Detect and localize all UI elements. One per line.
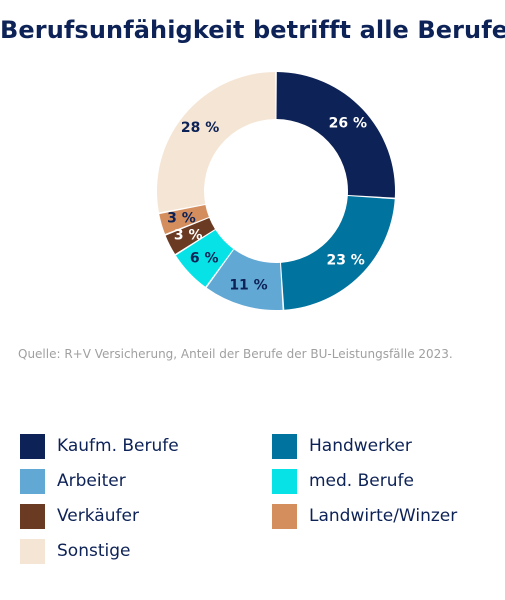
legend-label: Landwirte/Winzer [309,506,458,526]
legend-label: med. Berufe [309,471,414,491]
donut-slice-sonstige [157,72,276,213]
donut-slice-verk-ufer [165,217,215,255]
donut-chart: 26 % 23 % 11 % 6 % 3 % 3 % 28 % [0,60,505,330]
source-note: Quelle: R+V Versicherung, Anteil der Ber… [18,347,453,361]
legend-item-verk-ufer: Verkäufer [20,503,139,529]
donut-chart-svg: 26 % 23 % 11 % 6 % 3 % 3 % 28 % [157,72,396,310]
legend-swatch [20,503,45,529]
donut-slice-med-berufe [175,230,234,287]
legend-label: Kaufm. Berufe [57,436,179,456]
legend-label: Arbeiter [57,471,126,491]
legend-label: Verkäufer [57,506,139,526]
legend-swatch [20,433,45,459]
donut-slice-kaufm-berufe [276,72,396,198]
legend-item-arbeiter: Arbeiter [20,468,126,494]
legend-item-kaufm-berufe: Kaufm. Berufe [20,433,179,459]
legend-swatch [20,538,45,564]
legend-label: Handwerker [309,436,412,456]
donut-slice-handwerker [281,196,395,310]
legend-item-handwerker: Handwerker [272,433,412,459]
legend-item-med-berufe: med. Berufe [272,468,414,494]
slice-label-landwirte-winzer: 3 % [167,210,196,226]
donut-slice-arbeiter [206,249,283,310]
legend-swatch [272,468,297,494]
slice-label-sonstige: 28 % [181,120,219,136]
slice-label-handwerker: 23 % [326,253,364,269]
legend-item-landwirte-winzer: Landwirte/Winzer [272,503,457,529]
legend-swatch [20,468,45,494]
slice-label-arbeiter: 11 % [229,278,267,294]
legend-item-sonstige: Sonstige [20,538,130,564]
slice-label-med-berufe: 6 % [190,250,219,266]
slice-label-verk-ufer: 3 % [174,228,203,244]
legend-swatch [272,503,297,529]
chart-title: Berufsunfähigkeit betrifft alle Berufe [0,16,505,44]
legend-label: Sonstige [57,541,131,561]
slice-label-kaufm-berufe: 26 % [329,116,367,132]
legend-swatch [272,433,297,459]
donut-slice-landwirte-winzer [159,204,209,235]
